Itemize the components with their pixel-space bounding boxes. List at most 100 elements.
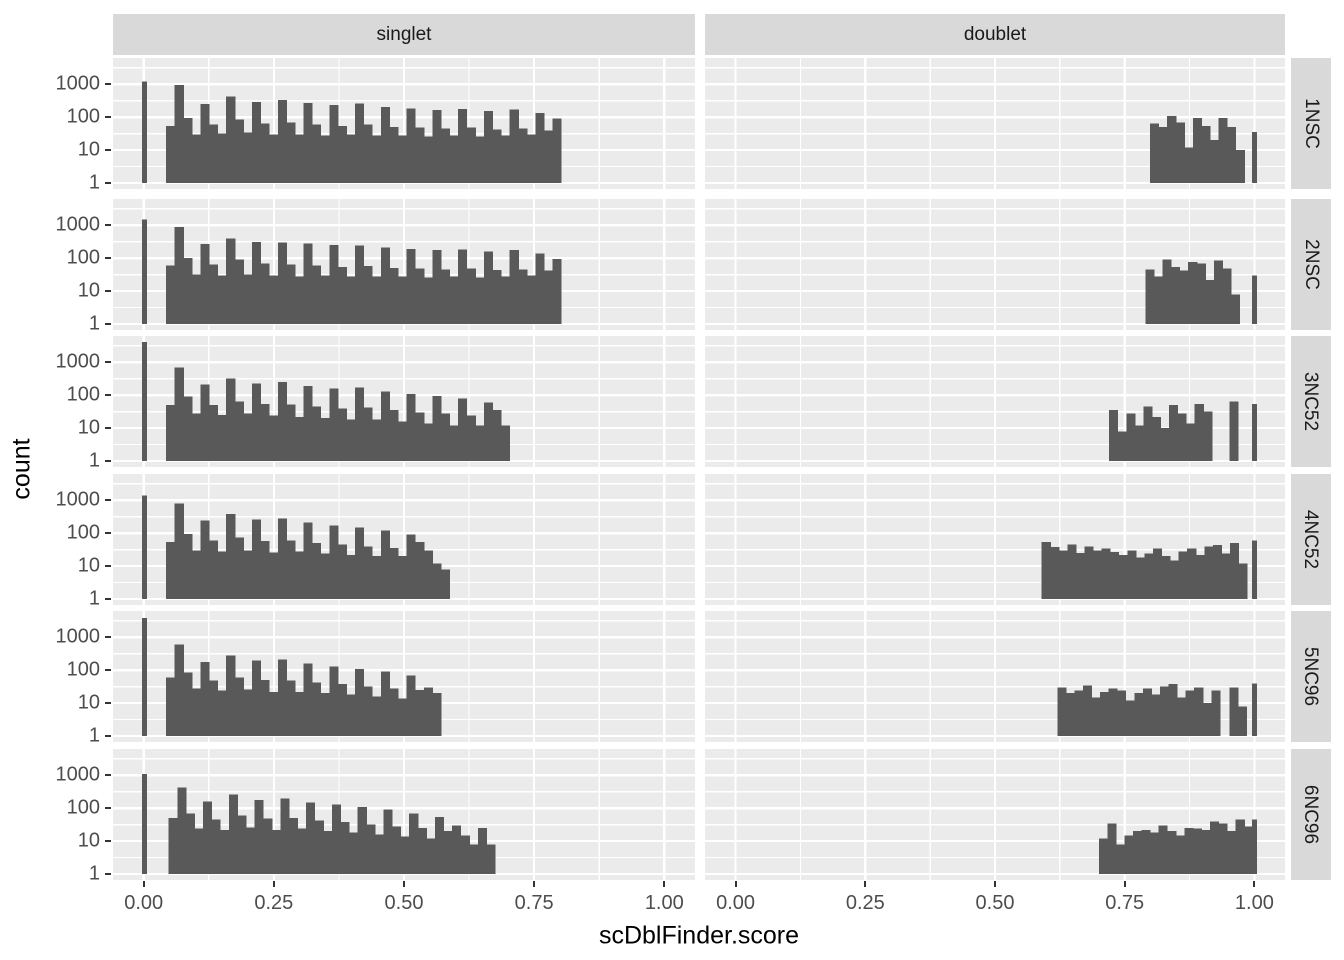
gridline-x-major [1123,58,1126,189]
histogram-bar [329,104,339,184]
histogram-bar [363,266,373,325]
histogram-bar [217,551,227,600]
histogram-bar [1127,550,1137,600]
histogram-bar [1109,410,1119,462]
histogram-bar [337,684,347,737]
histogram-bar [466,127,476,184]
histogram-bar [234,119,244,184]
histogram-bar [1098,838,1108,875]
histogram-bar [329,666,339,737]
histogram-bar [1170,560,1180,600]
histogram-bar [329,245,339,325]
gridline-y-major [705,181,1285,185]
histogram-bar [166,125,176,184]
facet-strip-row-5NC96: 5NC96 [1291,611,1331,742]
histogram-bar-zero-score [141,495,147,600]
histogram-bar [320,418,330,462]
gridline-x-major [272,58,275,189]
y-tick-label: 1 [88,862,100,885]
histogram-bar [1145,269,1155,325]
gridline-y-minor [705,241,1285,243]
histogram-bar [1167,831,1177,875]
histogram-bar [1229,401,1239,462]
gridline-y-major [113,394,695,397]
facet-strip-row-label: 5NC96 [1300,646,1322,707]
histogram-bar [486,844,496,875]
histogram-bar [1161,556,1171,600]
histogram-bar [200,384,210,462]
gridline-y-minor [113,208,695,210]
facet-strip-row-3NC52: 3NC52 [1291,336,1331,467]
y-tick-mark [105,598,111,601]
histogram-bar [183,258,193,325]
gridline-x-minor [468,199,470,330]
histogram-bar [269,275,279,325]
histogram-bar [286,404,296,462]
histogram-bar [1162,259,1172,325]
gridline-x-minor [468,474,470,605]
histogram-bar [303,386,313,462]
histogram-bar [1167,115,1177,184]
gridline-x-minor [598,611,600,742]
gridline-x-major [533,199,536,330]
histogram-bar [1074,690,1084,737]
gridline-y-major [705,459,1285,463]
histogram-bar [432,693,442,737]
x-tick-label: 0.50 [384,892,424,914]
histogram-bar [1151,416,1161,462]
histogram-bar [389,688,399,737]
gridline-y-minor [113,483,695,485]
gridline-x-major [402,474,406,605]
gridline-x-minor [929,474,931,605]
gridline-x-major [663,611,666,742]
histogram-bar [518,269,528,325]
histogram-bar [389,410,399,462]
y-tick-label: 100 [66,246,100,269]
histogram-bar [363,124,373,184]
panel-4NC52-doublet [705,474,1285,605]
histogram-bar [372,556,382,600]
histogram-bar [251,519,262,600]
histogram-bar [1110,551,1120,600]
histogram-bar [294,691,305,737]
gridline-y-major [113,597,695,601]
gridline-y-major [113,83,695,86]
histogram-bar [243,689,253,737]
histogram-bar [166,405,176,462]
histogram-bar [1141,829,1151,875]
histogram-bar [194,828,204,875]
histogram-bar [1179,270,1189,325]
histogram-bar [1050,547,1060,600]
gridline-y-minor [705,791,1285,793]
histogram-bar [406,675,416,737]
histogram-bar [1058,550,1068,600]
gridline-y-minor [113,345,695,347]
histogram-bar [1091,697,1101,737]
histogram-bar [1134,425,1144,462]
gridline-y-major [705,597,1285,601]
histogram-bar [1202,703,1212,737]
gridline-x-major [402,336,406,467]
y-tick-mark [105,532,111,535]
histogram-bar [337,544,347,600]
histogram-bar [501,135,511,184]
y-tick-mark [105,702,111,705]
histogram-bar [1134,693,1144,737]
y-tick-label: 1 [88,171,100,194]
histogram-bar [1084,546,1094,600]
y-tick-mark [105,774,111,777]
x-tick-label: 0.00 [124,892,164,914]
histogram-bar [372,276,382,325]
y-tick-mark [105,182,111,185]
histogram-bar [277,242,287,325]
histogram-bar [1175,835,1185,875]
y-tick-label: 100 [66,383,100,406]
histogram-bar [1194,403,1204,462]
y-tick-label: 1000 [55,350,101,373]
gridline-x-minor [338,611,340,742]
gridline-x-major [663,336,666,467]
histogram-bar [234,259,244,325]
histogram-bar [423,550,433,600]
gridline-y-major [705,361,1285,364]
gridline-x-minor [1188,749,1191,880]
